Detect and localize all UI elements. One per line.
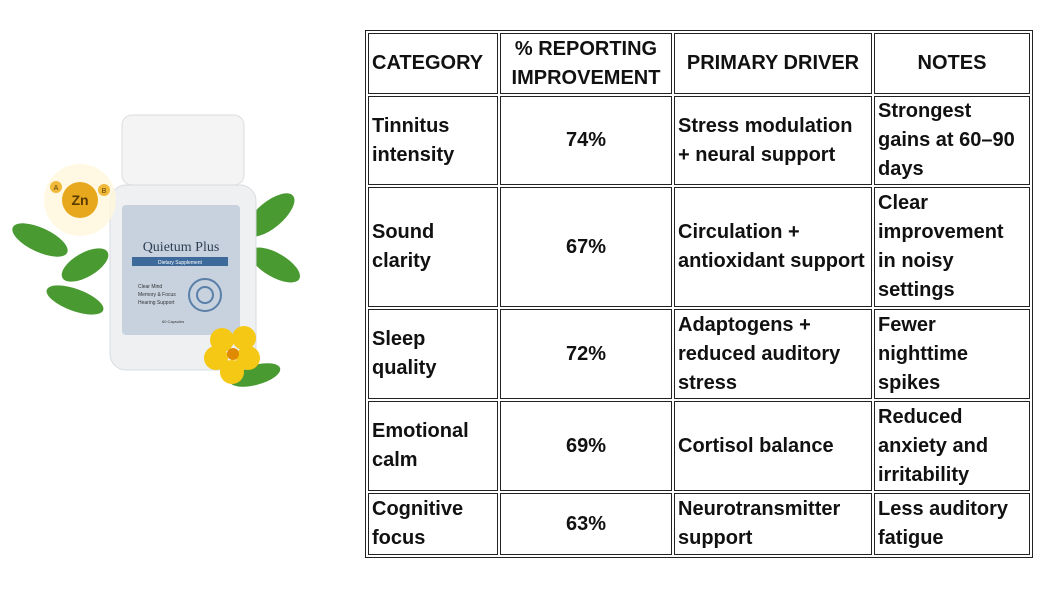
header-row: CATEGORY% REPORTING IMPROVEMENT PRIMARY D… (368, 33, 1030, 94)
header-cell: NOTES (874, 33, 1030, 94)
cell: Tinnitus intensity (368, 96, 498, 185)
cell: Neurotransmitter support (674, 493, 872, 555)
badge-letter: B (102, 188, 107, 195)
cell: Circulation + antioxidant support (674, 187, 872, 307)
table-row: Sleep quality 72% Adaptogens + reduced aud… (368, 309, 1030, 399)
header-cell: PRIMARY DRIVER (674, 33, 872, 94)
header-cell: % REPORTING IMPROVEMENT (500, 33, 672, 94)
data-table: CATEGORY% REPORTING IMPROVEMENT PRIMARY D… (365, 30, 1033, 558)
cell: 69% (500, 401, 672, 491)
cell: Sound clarity (368, 187, 498, 307)
label-band (132, 257, 228, 266)
bottle-label (122, 205, 240, 335)
bullet: Clear Mind (138, 284, 162, 290)
cell: Cognitive focus (368, 493, 498, 555)
table-row: Sound clarity 67% Circulation + antioxidan… (368, 187, 1030, 307)
label-icon (196, 286, 214, 304)
product-image: Quietum Plus Dietary Supplement Clear Mi… (12, 114, 300, 387)
cell: Less auditory fatigue (874, 493, 1030, 555)
bullet: Hearing Support (138, 300, 175, 306)
badge-dot (98, 184, 110, 196)
subtitle: Dietary Supplement (158, 260, 203, 266)
count: 60 Capsules (162, 319, 184, 324)
badge-text: Zn (71, 192, 88, 208)
label-icon (188, 278, 222, 312)
table-row: Tinnitus intensity 74% Stress modulation +… (368, 96, 1030, 185)
badge-letter: A (54, 185, 59, 192)
cell: Reduced anxiety and irritability (874, 401, 1030, 491)
bullet: Memory & Focus (138, 292, 176, 298)
cell: 67% (500, 187, 672, 307)
badge-dot (50, 181, 62, 193)
flower (204, 326, 260, 384)
cell: Sleep quality (368, 309, 498, 399)
cell: 72% (500, 309, 672, 399)
cell: Cortisol balance (674, 401, 872, 491)
cell: 74% (500, 96, 672, 185)
header-cell: CATEGORY (368, 33, 498, 94)
brand: Quietum Plus (143, 240, 220, 255)
cell: Adaptogens + reduced auditory stress (674, 309, 872, 399)
cell: Fewer nighttime spikes (874, 309, 1030, 399)
cell: Strongest gains at 60–90 days (874, 96, 1030, 185)
bottle-cap (121, 114, 245, 186)
cell: Clear improvement in noisy settings (874, 187, 1030, 307)
cell: 63% (500, 493, 672, 555)
cell: Stress modulation + neural support (674, 96, 872, 185)
table-row: Cognitive focus 63% Neurotransmitter suppo… (368, 493, 1030, 555)
table-row: Emotional calm 69% Cortisol balance Reduced… (368, 401, 1030, 491)
badge (62, 182, 98, 218)
cell: Emotional calm (368, 401, 498, 491)
